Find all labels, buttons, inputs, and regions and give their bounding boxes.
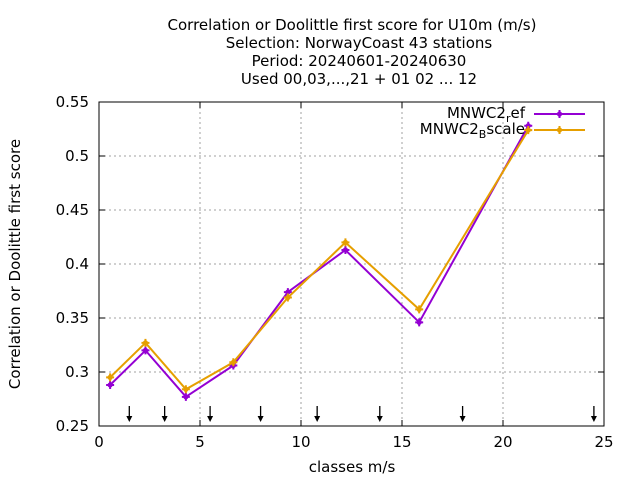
legend-item-1: MNWC2ref bbox=[447, 104, 585, 125]
x-tick-label: 15 bbox=[392, 433, 411, 451]
x-tick-label: 0 bbox=[94, 433, 104, 451]
arrow-head bbox=[161, 416, 168, 422]
arrow-head bbox=[207, 416, 214, 422]
series-group bbox=[106, 121, 533, 401]
data-point-dot bbox=[142, 340, 149, 346]
x-tick-label: 5 bbox=[195, 433, 205, 451]
data-point-dot bbox=[230, 359, 236, 365]
arrow-head bbox=[314, 416, 321, 422]
title-line-1: Correlation or Doolittle first score for… bbox=[168, 16, 537, 34]
x-tick-label: 25 bbox=[594, 433, 613, 451]
legend-item-2: MNWC2Bscale bbox=[420, 120, 585, 141]
data-point-dot bbox=[416, 319, 422, 325]
y-axis-label: Correlation or Doolittle first score bbox=[6, 139, 24, 389]
data-point-dot bbox=[285, 289, 291, 295]
y-tick-label: 0.45 bbox=[56, 201, 89, 219]
data-point-dot bbox=[183, 394, 189, 400]
data-point-dot bbox=[342, 247, 349, 253]
y-tick-label: 0.55 bbox=[56, 93, 89, 111]
data-point-dot bbox=[183, 386, 189, 392]
series-1 bbox=[106, 121, 533, 401]
x-axis-label: classes m/s bbox=[309, 458, 396, 476]
y-tick-label: 0.4 bbox=[65, 255, 89, 273]
title-line-3: Period: 20240601-20240630 bbox=[252, 52, 467, 70]
class-boundary-arrow bbox=[376, 406, 383, 422]
tick-labels: 0 5 10 15 20 25 0.25 0.3 0.35 0.4 0.45 0.5 0.55 bbox=[56, 93, 614, 451]
class-boundary-arrow bbox=[207, 406, 214, 422]
title-line-2: Selection: NorwayCoast 43 stations bbox=[226, 34, 493, 52]
legend-marker-dot bbox=[556, 127, 563, 133]
y-tick-label: 0.5 bbox=[65, 147, 89, 165]
data-point-dot bbox=[525, 123, 531, 129]
legend-label: MNWC2Bscale bbox=[420, 120, 525, 141]
series-2 bbox=[106, 126, 533, 394]
y-tick-label: 0.3 bbox=[65, 363, 89, 381]
series-line bbox=[109, 129, 530, 391]
x-tick-label: 20 bbox=[493, 433, 512, 451]
title-line-4: Used 00,03,...,21 + 01 02 ... 12 bbox=[241, 70, 477, 88]
x-tick-label: 10 bbox=[291, 433, 310, 451]
y-tick-label: 0.35 bbox=[56, 309, 89, 327]
y-tick-label: 0.25 bbox=[56, 417, 89, 435]
data-point-dot bbox=[142, 347, 149, 353]
data-point-dot bbox=[416, 306, 422, 312]
arrow-head bbox=[376, 416, 383, 422]
legend-label: MNWC2ref bbox=[447, 104, 526, 125]
data-point-dot bbox=[285, 294, 291, 301]
arrow-head bbox=[257, 416, 264, 422]
class-boundary-arrow bbox=[459, 406, 466, 422]
plot-frame bbox=[98, 101, 605, 427]
class-boundary-arrow bbox=[314, 406, 321, 422]
arrow-head bbox=[126, 416, 133, 422]
series-line bbox=[109, 125, 530, 399]
arrow-head bbox=[590, 416, 597, 422]
class-boundary-arrow bbox=[257, 406, 264, 422]
grid-lines bbox=[99, 102, 604, 426]
class-boundary-arrows bbox=[126, 406, 597, 422]
data-point-dot bbox=[342, 239, 349, 245]
data-point-dot bbox=[525, 127, 531, 133]
class-boundary-arrow bbox=[161, 406, 168, 422]
class-boundary-arrow bbox=[126, 406, 133, 422]
legend-marker-dot bbox=[556, 111, 563, 117]
arrow-head bbox=[459, 416, 466, 422]
data-point-dot bbox=[107, 374, 113, 380]
data-point-dot bbox=[107, 382, 113, 388]
chart-title: Correlation or Doolittle first score for… bbox=[168, 16, 537, 88]
class-boundary-arrow bbox=[590, 406, 597, 422]
